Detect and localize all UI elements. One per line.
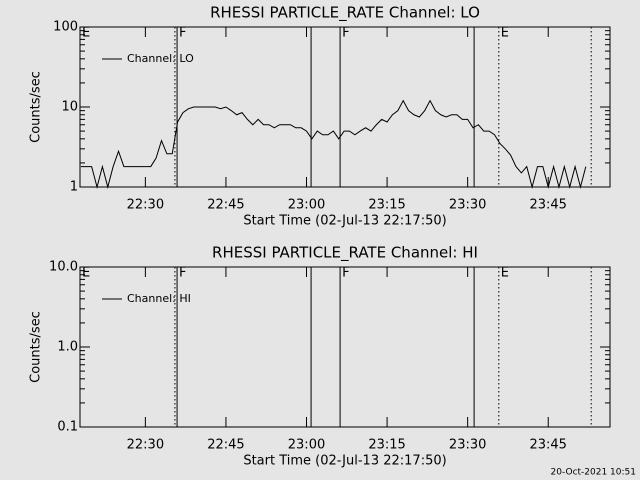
legend-label: Channel: LO [127,52,194,65]
y-tick-label: 0.1 [57,420,78,435]
y-tick-label: 1.0 [57,340,78,355]
x-tick-label: 23:15 [368,438,405,453]
x-tick-label: 22:45 [207,438,244,453]
flag-label: E [82,26,90,41]
flag-label: F [179,266,186,281]
y-tick-label: 10.0 [49,260,78,275]
x-tick-label: 22:30 [127,438,164,453]
x-tick-label: 23:00 [288,198,325,213]
x-axis-label: Start Time (02-Jul-13 22:17:50) [243,454,446,469]
flag-label: F [342,266,349,281]
x-tick-label: 22:45 [207,198,244,213]
y-tick-label: 100 [53,20,78,35]
x-tick-label: 23:45 [529,438,566,453]
flag-label: F [179,26,186,41]
x-tick-label: 23:00 [288,438,325,453]
flag-label: E [501,26,509,41]
flag-label: E [82,266,90,281]
x-tick-label: 23:30 [449,198,486,213]
chart-title: RHESSI PARTICLE_RATE Channel: HI [212,244,478,263]
x-axis-label: Start Time (02-Jul-13 22:17:50) [243,214,446,229]
y-axis-label: Counts/sec [29,71,44,143]
flag-label: F [342,26,349,41]
x-tick-label: 23:45 [529,198,566,213]
flag-label: E [501,266,509,281]
timestamp: 20-Oct-2021 10:51 [551,468,636,478]
x-tick-label: 23:15 [368,198,405,213]
legend-label: Channel: HI [127,292,191,305]
x-tick-label: 22:30 [127,198,164,213]
y-axis-label: Counts/sec [29,311,44,383]
y-tick-label: 1 [70,180,78,195]
data-line [80,99,587,189]
chart-title: RHESSI PARTICLE_RATE Channel: LO [210,4,480,23]
y-tick-label: 10 [61,100,78,115]
x-tick-label: 23:30 [449,438,486,453]
